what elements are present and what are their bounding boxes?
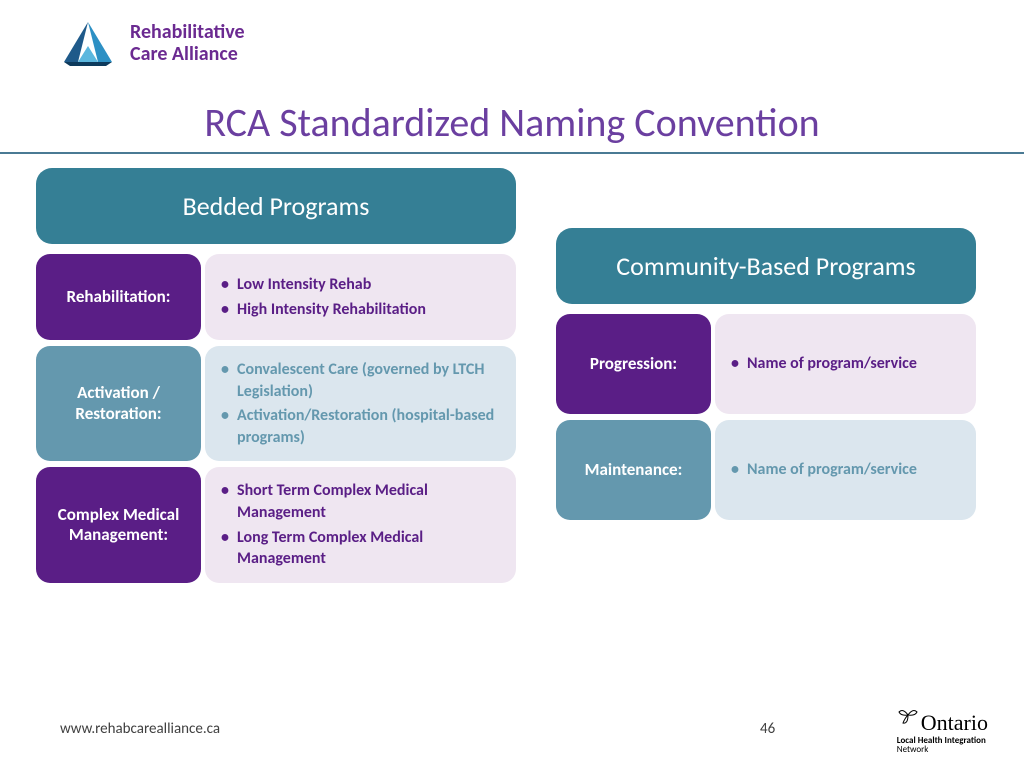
community-row: Maintenance: Name of program/service — [556, 420, 976, 520]
org-name-line2: Care Alliance — [130, 43, 245, 65]
bedded-row-label: Activation / Restoration: — [36, 346, 201, 461]
community-row-item: Name of program/service — [729, 353, 917, 375]
bedded-row-content: Short Term Complex Medical ManagementLon… — [205, 467, 516, 582]
content-columns: Bedded Programs Rehabilitation:Low Inten… — [36, 168, 988, 589]
bedded-row-label: Rehabilitation: — [36, 254, 201, 340]
community-row-content: Name of program/service — [715, 420, 976, 520]
community-row: Progression: Name of program/service — [556, 314, 976, 414]
ontario-sub2: Network — [897, 745, 988, 754]
bedded-row: Activation / Restoration: Convalescent Ca… — [36, 346, 516, 461]
bedded-row: Rehabilitation: Low Intensity Rehab High I… — [36, 254, 516, 340]
org-name-line1: Rehabilitative — [130, 21, 245, 43]
org-name: Rehabilitative Care Alliance — [130, 21, 245, 65]
org-logo: Rehabilitative Care Alliance — [60, 18, 245, 68]
ontario-wordmark: Ontario — [921, 712, 988, 734]
community-row-label: Maintenance: — [556, 420, 711, 520]
bedded-row-item: Short Term Complex Medical Management — [219, 480, 502, 523]
bedded-row-item: Low Intensity Rehab — [219, 274, 426, 296]
ontario-logo: Ontario Local Health Integration Network — [897, 708, 988, 754]
bedded-row-item: Activation/Restoration (hospital-based p… — [219, 405, 502, 448]
bedded-row-item: Long Term Complex Medical Management — [219, 527, 502, 570]
title-divider — [0, 152, 1024, 154]
bedded-programs-header: Bedded Programs — [36, 168, 516, 244]
community-row-label: Progression: — [556, 314, 711, 414]
community-programs-column: Community-Based Programs Progression: Nam… — [556, 228, 976, 589]
bedded-row-label: Complex Medical Management: — [36, 467, 201, 582]
bedded-row-content: Convalescent Care (governed by LTCH Legi… — [205, 346, 516, 461]
page-number: 46 — [760, 720, 775, 738]
community-programs-header: Community-Based Programs — [556, 228, 976, 304]
bedded-row-content: Low Intensity Rehab High Intensity Rehabi… — [205, 254, 516, 340]
bedded-row: Complex Medical Management:Short Term Co… — [36, 467, 516, 582]
footer-url: www.rehabcarealliance.ca — [60, 720, 220, 738]
trillium-icon — [897, 704, 919, 730]
community-row-item: Name of program/service — [729, 459, 917, 481]
triangle-icon — [60, 18, 116, 68]
bedded-row-item: High Intensity Rehabilitation — [219, 299, 426, 321]
bedded-programs-column: Bedded Programs Rehabilitation:Low Inten… — [36, 168, 516, 589]
community-row-content: Name of program/service — [715, 314, 976, 414]
page-title: RCA Standardized Naming Convention — [0, 98, 1024, 147]
bedded-row-item: Convalescent Care (governed by LTCH Legi… — [219, 359, 502, 402]
